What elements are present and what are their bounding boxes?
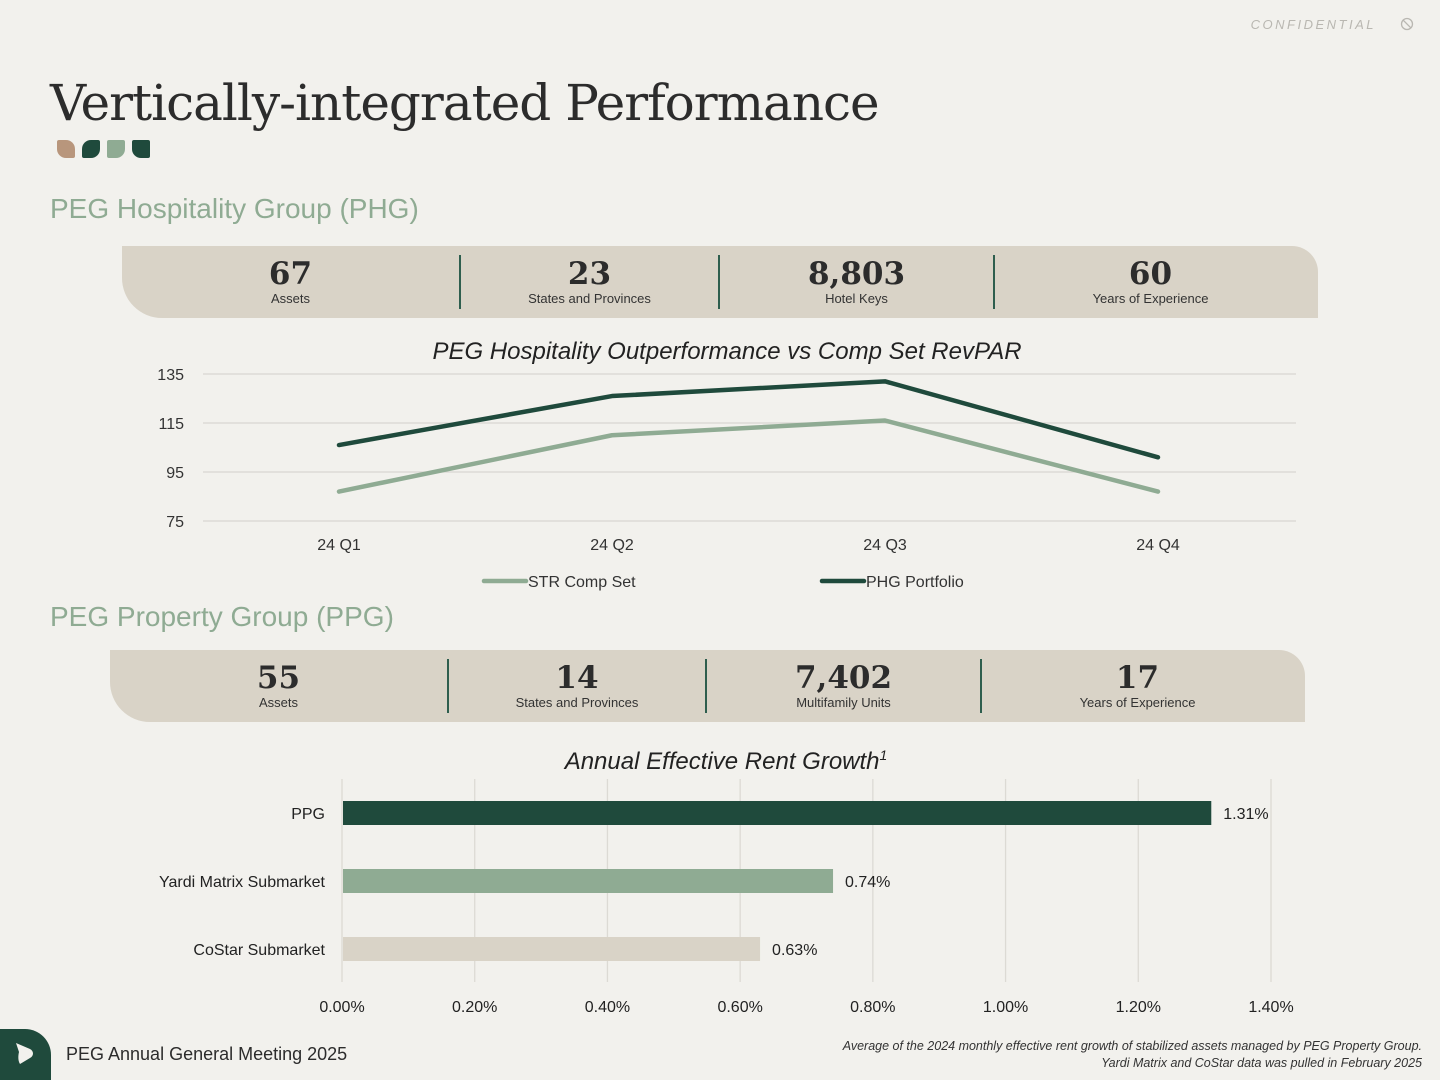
no-entry-icon	[1400, 17, 1414, 31]
leaf-logo-icon	[16, 1043, 33, 1064]
ppg-stat-years: 17 Years of Experience	[982, 661, 1293, 711]
line-chart-title: PEG Hospitality Outperformance vs Comp S…	[432, 338, 1022, 365]
stat-value: 67	[268, 256, 313, 292]
ppg-section-title: PEG Property Group (PPG)	[50, 601, 394, 632]
stat-value: 14	[555, 660, 599, 696]
phg-stat-hotel-keys: 8,803 Hotel Keys	[720, 257, 993, 307]
leaf-icon	[82, 140, 100, 158]
bar-chart-title: Annual Effective Rent Growth1	[426, 747, 1026, 776]
bar-chart-x-tick: 0.40%	[585, 999, 630, 1016]
line-series-str-comp-set	[336, 418, 1161, 494]
bar-chart-x-tick: 0.60%	[717, 999, 762, 1016]
bar-chart-x-tick: 0.20%	[452, 999, 497, 1016]
bar-chart-x-tick: 0.00%	[319, 999, 364, 1016]
page-title: Vertically-integrated Performance	[50, 74, 880, 132]
confidential-label: CONFIDENTIAL	[1250, 17, 1376, 32]
line-chart-y-tick: 115	[158, 416, 184, 433]
bar-chart-category-label: Yardi Matrix Submarket	[159, 874, 326, 891]
line-chart-y-tick: 95	[166, 465, 184, 482]
bar-chart-x-tick: 1.20%	[1116, 999, 1161, 1016]
footnote: Average of the 2024 monthly effective re…	[662, 1038, 1422, 1072]
stat-label: Assets	[270, 291, 310, 306]
ppg-stats-band: 55 Assets 14 States and Provinces 7,402 …	[110, 650, 1305, 722]
bar-chart-x-tick: 1.00%	[983, 999, 1028, 1016]
meeting-title: PEG Annual General Meeting 2025	[66, 1044, 348, 1064]
stat-label: Years of Experience	[1092, 291, 1209, 306]
stat-label: States and Provinces	[515, 695, 639, 710]
bar-chart-category-label: CoStar Submarket	[193, 942, 325, 959]
line-series-phg-portfolio	[336, 379, 1161, 460]
stat-divider	[718, 255, 720, 309]
stat-label: States and Provinces	[528, 291, 651, 306]
stat-label: Multifamily Units	[796, 695, 891, 710]
bar-value-label: 0.63%	[772, 942, 817, 959]
legend-label: STR Comp Set	[528, 574, 636, 591]
line-chart-x-tick: 24 Q1	[317, 537, 361, 554]
stat-label: Years of Experience	[1079, 695, 1196, 710]
footnote-line: Yardi Matrix and CoStar data was pulled …	[1101, 1056, 1422, 1070]
stat-value: 55	[256, 660, 301, 696]
line-chart-x-tick: 24 Q3	[863, 537, 907, 554]
stat-value: 7,402	[794, 660, 893, 696]
stat-divider	[980, 659, 982, 713]
stat-divider	[459, 255, 461, 309]
legend-label: PHG Portfolio	[866, 574, 964, 591]
stat-label: Assets	[258, 695, 298, 710]
leaf-icon	[107, 140, 125, 158]
stat-value: 8,803	[807, 256, 906, 292]
leaf-icon	[57, 140, 75, 158]
bar-value-label: 0.74%	[845, 874, 890, 891]
bar-costar-submarket	[343, 937, 761, 961]
line-chart-x-tick: 24 Q4	[1136, 537, 1180, 554]
bar-ppg	[343, 801, 1212, 825]
bar-chart-x-tick: 0.80%	[850, 999, 895, 1016]
stat-value: 17	[1115, 660, 1160, 696]
stat-divider	[447, 659, 449, 713]
footnote-marker: 1	[879, 747, 888, 763]
footnote-line: Average of the 2024 monthly effective re…	[842, 1039, 1422, 1053]
line-chart-y-tick: 135	[157, 367, 184, 384]
peg-logo	[0, 1029, 51, 1080]
phg-stats-band: 67 Assets 23 States and Provinces 8,803 …	[122, 246, 1318, 318]
line-chart-x-tick: 24 Q2	[590, 537, 634, 554]
phg-stat-states: 23 States and Provinces	[461, 257, 718, 307]
line-chart-y-tick: 75	[166, 514, 184, 531]
bar-yardi-matrix-submarket	[343, 869, 834, 893]
phg-stat-years: 60 Years of Experience	[995, 257, 1306, 307]
stat-value: 23	[567, 256, 612, 292]
phg-section-title: PEG Hospitality Group (PHG)	[50, 193, 419, 224]
stat-divider	[993, 255, 995, 309]
ppg-stat-units: 7,402 Multifamily Units	[707, 661, 980, 711]
bar-chart-category-label: PPG	[291, 806, 325, 823]
ppg-stat-states: 14 States and Provinces	[449, 661, 705, 711]
leaf-decoration	[57, 140, 150, 160]
bar-chart-x-tick: 1.40%	[1248, 999, 1293, 1016]
bar-chart-title-text: Annual Effective Rent Growth	[564, 748, 880, 775]
bar-value-label: 1.31%	[1223, 806, 1268, 823]
leaf-icon	[132, 140, 150, 158]
stat-divider	[705, 659, 707, 713]
stat-label: Hotel Keys	[825, 291, 888, 306]
ppg-stat-assets: 55 Assets	[110, 661, 447, 711]
phg-stat-assets: 67 Assets	[122, 257, 459, 307]
stat-value: 60	[1128, 256, 1173, 292]
